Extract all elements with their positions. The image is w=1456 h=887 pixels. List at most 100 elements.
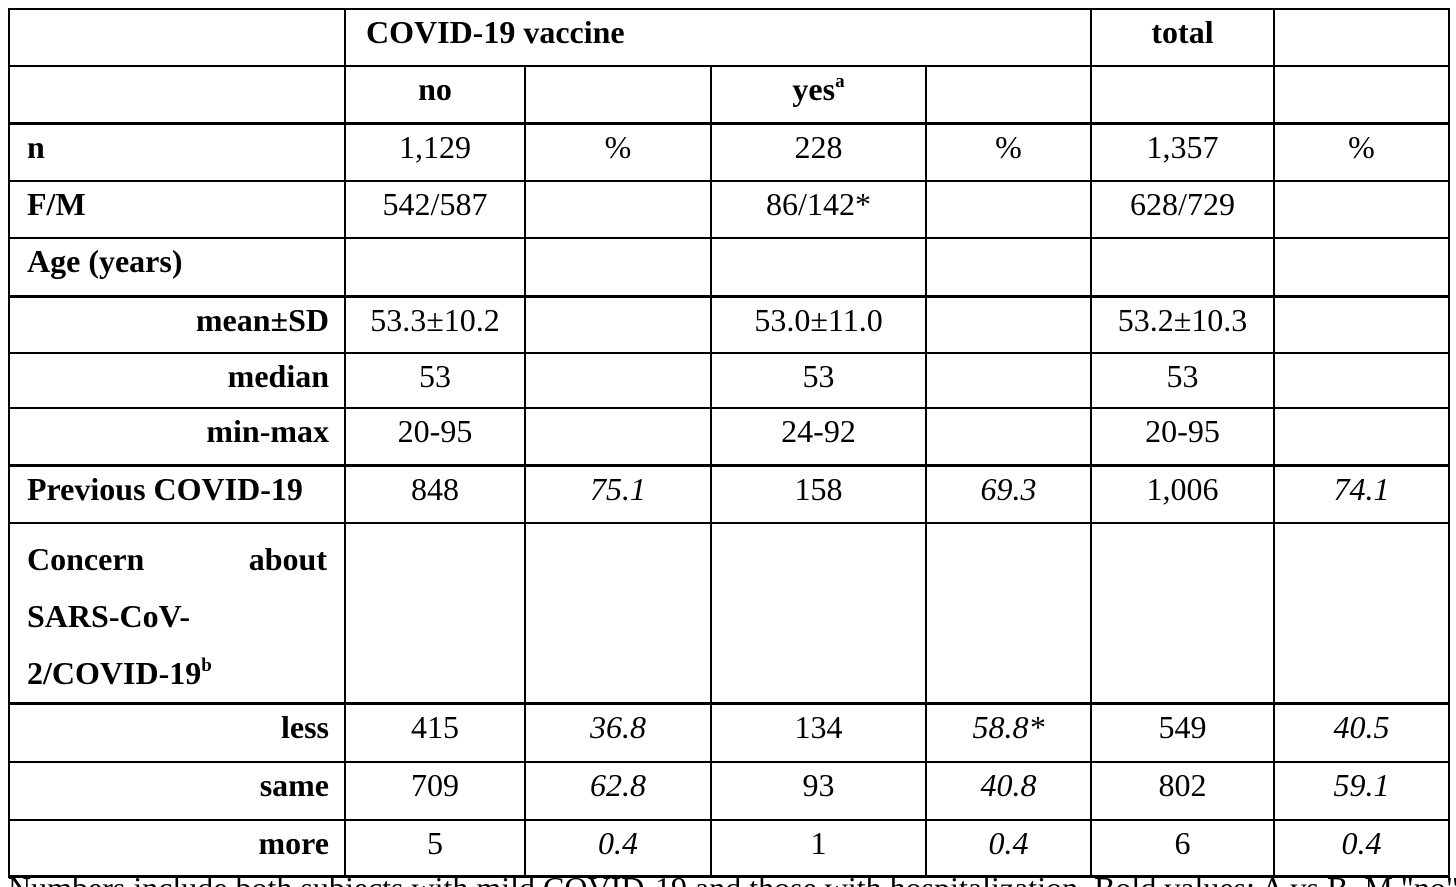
row-same: same 709 62.8 93 40.8 802 59.1: [8, 760, 1450, 821]
row-min-max: min-max 20-95 24-92 20-95: [8, 407, 1450, 466]
percent-cell: 74.1: [1273, 463, 1450, 524]
data-cell: [344, 237, 526, 297]
vaccine-demographics-table: COVID-19 vaccine total no yesa n 1,129 %…: [8, 8, 1450, 878]
data-cell: [344, 522, 526, 705]
empty-header-cell: [1273, 8, 1450, 67]
data-cell: [524, 352, 712, 409]
data-cell: 415: [344, 702, 526, 763]
data-cell: 1,357: [1090, 121, 1275, 182]
row-previous-covid: Previous COVID-19 848 75.1 158 69.3 1,00…: [8, 463, 1450, 524]
row-label-less: less: [8, 702, 346, 763]
row-label-mean-sd: mean±SD: [8, 294, 346, 354]
data-cell: [1090, 237, 1275, 297]
data-cell: 24-92: [710, 407, 927, 466]
row-label-concern: Concern about SARS-CoV- 2/COVID-19b: [8, 522, 346, 705]
percent-header-cell: %: [1273, 121, 1450, 182]
data-cell: 134: [710, 702, 927, 763]
data-cell: 228: [710, 121, 927, 182]
percent-cell: 0.4: [524, 818, 712, 878]
data-cell: 158: [710, 463, 927, 524]
data-cell: 1,129: [344, 121, 526, 182]
data-cell: [925, 407, 1092, 466]
row-label-min-max: min-max: [8, 407, 346, 466]
row-label-n: n: [8, 121, 346, 182]
data-cell: 848: [344, 463, 526, 524]
empty-cell: [925, 65, 1092, 124]
data-cell: [710, 237, 927, 297]
table-footnote-clipped: Numbers include both subjects with mild …: [8, 869, 1456, 887]
row-fm: F/M 542/587 86/142* 628/729: [8, 180, 1450, 239]
data-cell: 542/587: [344, 180, 526, 239]
row-label-same: same: [8, 760, 346, 821]
no-subheader: no: [344, 65, 526, 124]
percent-cell: 75.1: [524, 463, 712, 524]
row-label-previous-covid: Previous COVID-19: [8, 463, 346, 524]
footnote-marker-a: a: [835, 71, 845, 92]
row-age: Age (years): [8, 237, 1450, 297]
row-label-fm: F/M: [8, 180, 346, 239]
data-cell: 709: [344, 760, 526, 821]
data-cell: 1,006: [1090, 463, 1275, 524]
data-cell: [1273, 407, 1450, 466]
data-cell: 53: [710, 352, 927, 409]
percent-header-cell: %: [925, 121, 1092, 182]
data-cell: 628/729: [1090, 180, 1275, 239]
data-cell: 53: [1090, 352, 1275, 409]
data-cell: 549: [1090, 702, 1275, 763]
data-cell: [524, 407, 712, 466]
data-cell: 20-95: [344, 407, 526, 466]
row-less: less 415 36.8 134 58.8* 549 40.5: [8, 702, 1450, 763]
data-cell: [925, 294, 1092, 354]
percent-cell: 59.1: [1273, 760, 1450, 821]
percent-cell: 62.8: [524, 760, 712, 821]
data-cell: 86/142*: [710, 180, 927, 239]
data-cell: [1273, 352, 1450, 409]
yes-subheader: yesa: [710, 65, 927, 124]
data-cell: [925, 237, 1092, 297]
row-n: n 1,129 % 228 % 1,357 %: [8, 121, 1450, 182]
data-cell: 20-95: [1090, 407, 1275, 466]
row-mean-sd: mean±SD 53.3±10.2 53.0±11.0 53.2±10.3: [8, 294, 1450, 354]
data-cell: 53.2±10.3: [1090, 294, 1275, 354]
data-cell: 53.0±11.0: [710, 294, 927, 354]
data-cell: [925, 522, 1092, 705]
row-concern: Concern about SARS-CoV- 2/COVID-19b: [8, 522, 1450, 705]
data-cell: [925, 180, 1092, 239]
data-cell: [524, 294, 712, 354]
percent-cell: 40.5: [1273, 702, 1450, 763]
data-cell: [524, 522, 712, 705]
vaccine-group-header: COVID-19 vaccine: [344, 8, 1092, 67]
empty-corner-cell: [8, 8, 346, 67]
data-cell: 53.3±10.2: [344, 294, 526, 354]
data-cell: [1273, 180, 1450, 239]
header-row-subgroups: no yesa: [8, 65, 1450, 124]
row-more: more 5 0.4 1 0.4 6 0.4: [8, 818, 1450, 878]
percent-cell: 36.8: [524, 702, 712, 763]
data-cell: [925, 352, 1092, 409]
percent-cell: 0.4: [1273, 818, 1450, 878]
data-cell: [1273, 237, 1450, 297]
data-cell: [710, 522, 927, 705]
header-row-groups: COVID-19 vaccine total: [8, 8, 1450, 67]
empty-cell: [1273, 65, 1450, 124]
empty-cell: [1090, 65, 1275, 124]
data-cell: 53: [344, 352, 526, 409]
row-label-more: more: [8, 818, 346, 878]
footnote-marker-b: b: [201, 655, 212, 676]
empty-cell: [8, 65, 346, 124]
row-label-age: Age (years): [8, 237, 346, 297]
data-cell: [1090, 522, 1275, 705]
total-header: total: [1090, 8, 1275, 67]
percent-cell: 69.3: [925, 463, 1092, 524]
data-cell: 5: [344, 818, 526, 878]
row-median: median 53 53 53: [8, 352, 1450, 409]
data-cell: 1: [710, 818, 927, 878]
row-label-median: median: [8, 352, 346, 409]
data-cell: [524, 237, 712, 297]
percent-cell: 58.8*: [925, 702, 1092, 763]
percent-cell: 40.8: [925, 760, 1092, 821]
data-cell: 6: [1090, 818, 1275, 878]
data-cell: [524, 180, 712, 239]
data-cell: 93: [710, 760, 927, 821]
percent-cell: 0.4: [925, 818, 1092, 878]
